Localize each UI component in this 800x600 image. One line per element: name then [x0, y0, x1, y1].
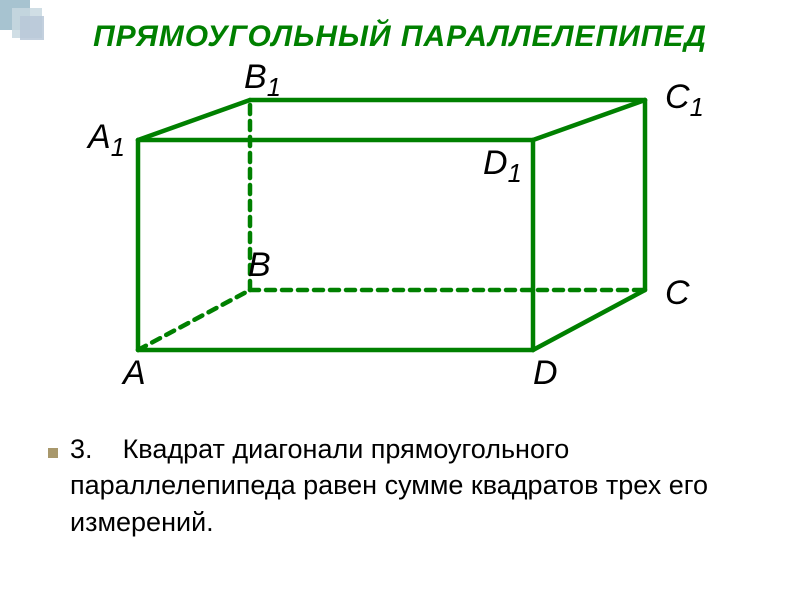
vertex-label-C: C: [665, 274, 690, 313]
vertex-label-A: A: [123, 354, 146, 393]
bullet-icon: [48, 448, 58, 458]
vertex-label-A1: A1: [88, 118, 125, 163]
vertex-label-C1: C1: [665, 78, 704, 123]
caption-text: Квадрат диагонали прямоугольного паралле…: [70, 434, 708, 537]
vertex-label-B1: B1: [244, 58, 281, 103]
parallelepiped-diagram: ABCDA1B1C1D1: [90, 60, 690, 400]
vertex-label-B: B: [248, 246, 271, 285]
vertex-label-D: D: [533, 354, 558, 393]
vertex-label-D1: D1: [483, 144, 522, 189]
caption-number: 3.: [70, 434, 93, 464]
title-text: ПРЯМОУГОЛЬНЫЙ ПАРАЛЛЕЛЕПИПЕД: [93, 20, 707, 53]
page-title: ПРЯМОУГОЛЬНЫЙ ПАРАЛЛЕЛЕПИПЕД: [0, 20, 800, 54]
theorem-caption: 3. Квадрат диагонали прямоугольного пара…: [70, 431, 730, 540]
